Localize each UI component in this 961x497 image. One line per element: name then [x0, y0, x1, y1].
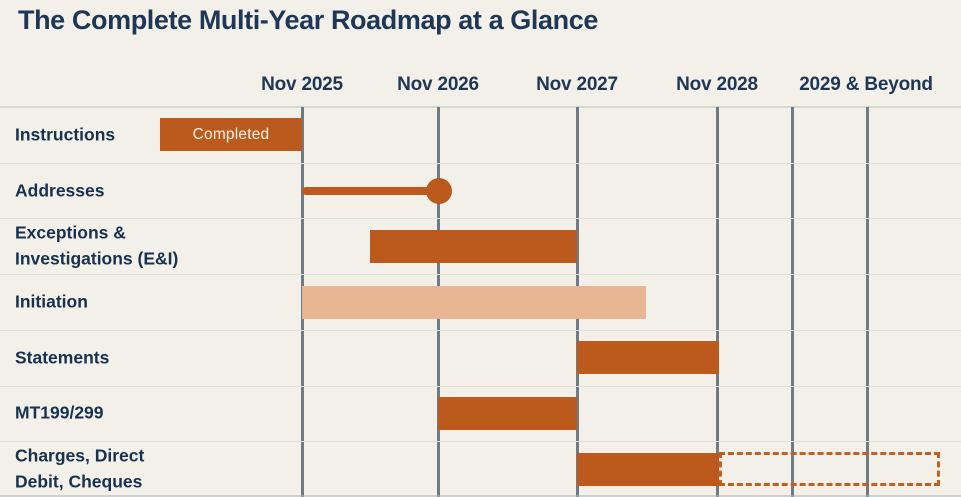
- chart-title: The Complete Multi-Year Roadmap at a Gla…: [18, 5, 598, 35]
- gantt-bar-exceptions: [370, 229, 577, 263]
- column-header-nov-2026: Nov 2026: [397, 74, 479, 95]
- column-header-2029-beyond: 2029 & Beyond: [799, 74, 933, 95]
- column-header-nov-2025: Nov 2025: [261, 74, 343, 95]
- bottom-edge-line: [0, 495, 961, 497]
- row-separator: [0, 441, 961, 442]
- gantt-bar-charges-direct: [577, 452, 719, 486]
- row-label-charges-direct: Charges, Direct Debit, Cheques: [15, 445, 145, 492]
- row-label-addresses: Addresses: [15, 179, 105, 200]
- row-label-exceptions: Exceptions & Investigations (E&I): [15, 222, 179, 269]
- row-label-initiation: Initiation: [15, 291, 88, 312]
- gantt-bar-initiation: [302, 285, 646, 319]
- row-separator: [0, 163, 961, 164]
- row-label-instructions: Instructions: [15, 124, 116, 145]
- row-label-statements: Statements: [15, 347, 110, 368]
- column-header-nov-2027: Nov 2027: [536, 74, 618, 95]
- row-separator: [0, 330, 961, 331]
- milestone-dot-icon: [426, 177, 452, 204]
- timeline-gridline: [715, 107, 719, 497]
- gantt-bar-statements: [577, 341, 719, 375]
- row-label-mt199-299: MT199/299: [15, 402, 104, 423]
- row-separator: [0, 386, 961, 387]
- future-phase-dashed-outline: [719, 452, 940, 487]
- row-separator: [0, 274, 961, 275]
- gantt-bar-instructions: Completed: [160, 118, 302, 152]
- column-header-nov-2028: Nov 2028: [676, 74, 758, 95]
- milestone-line-addresses: [302, 186, 439, 195]
- bar-status-label: Completed: [192, 125, 270, 143]
- timeline-gridline: [790, 107, 794, 497]
- timeline-gridline: [865, 107, 869, 497]
- header-baseline: [0, 106, 961, 108]
- gantt-bar-mt199-299: [438, 396, 577, 430]
- row-separator: [0, 218, 961, 219]
